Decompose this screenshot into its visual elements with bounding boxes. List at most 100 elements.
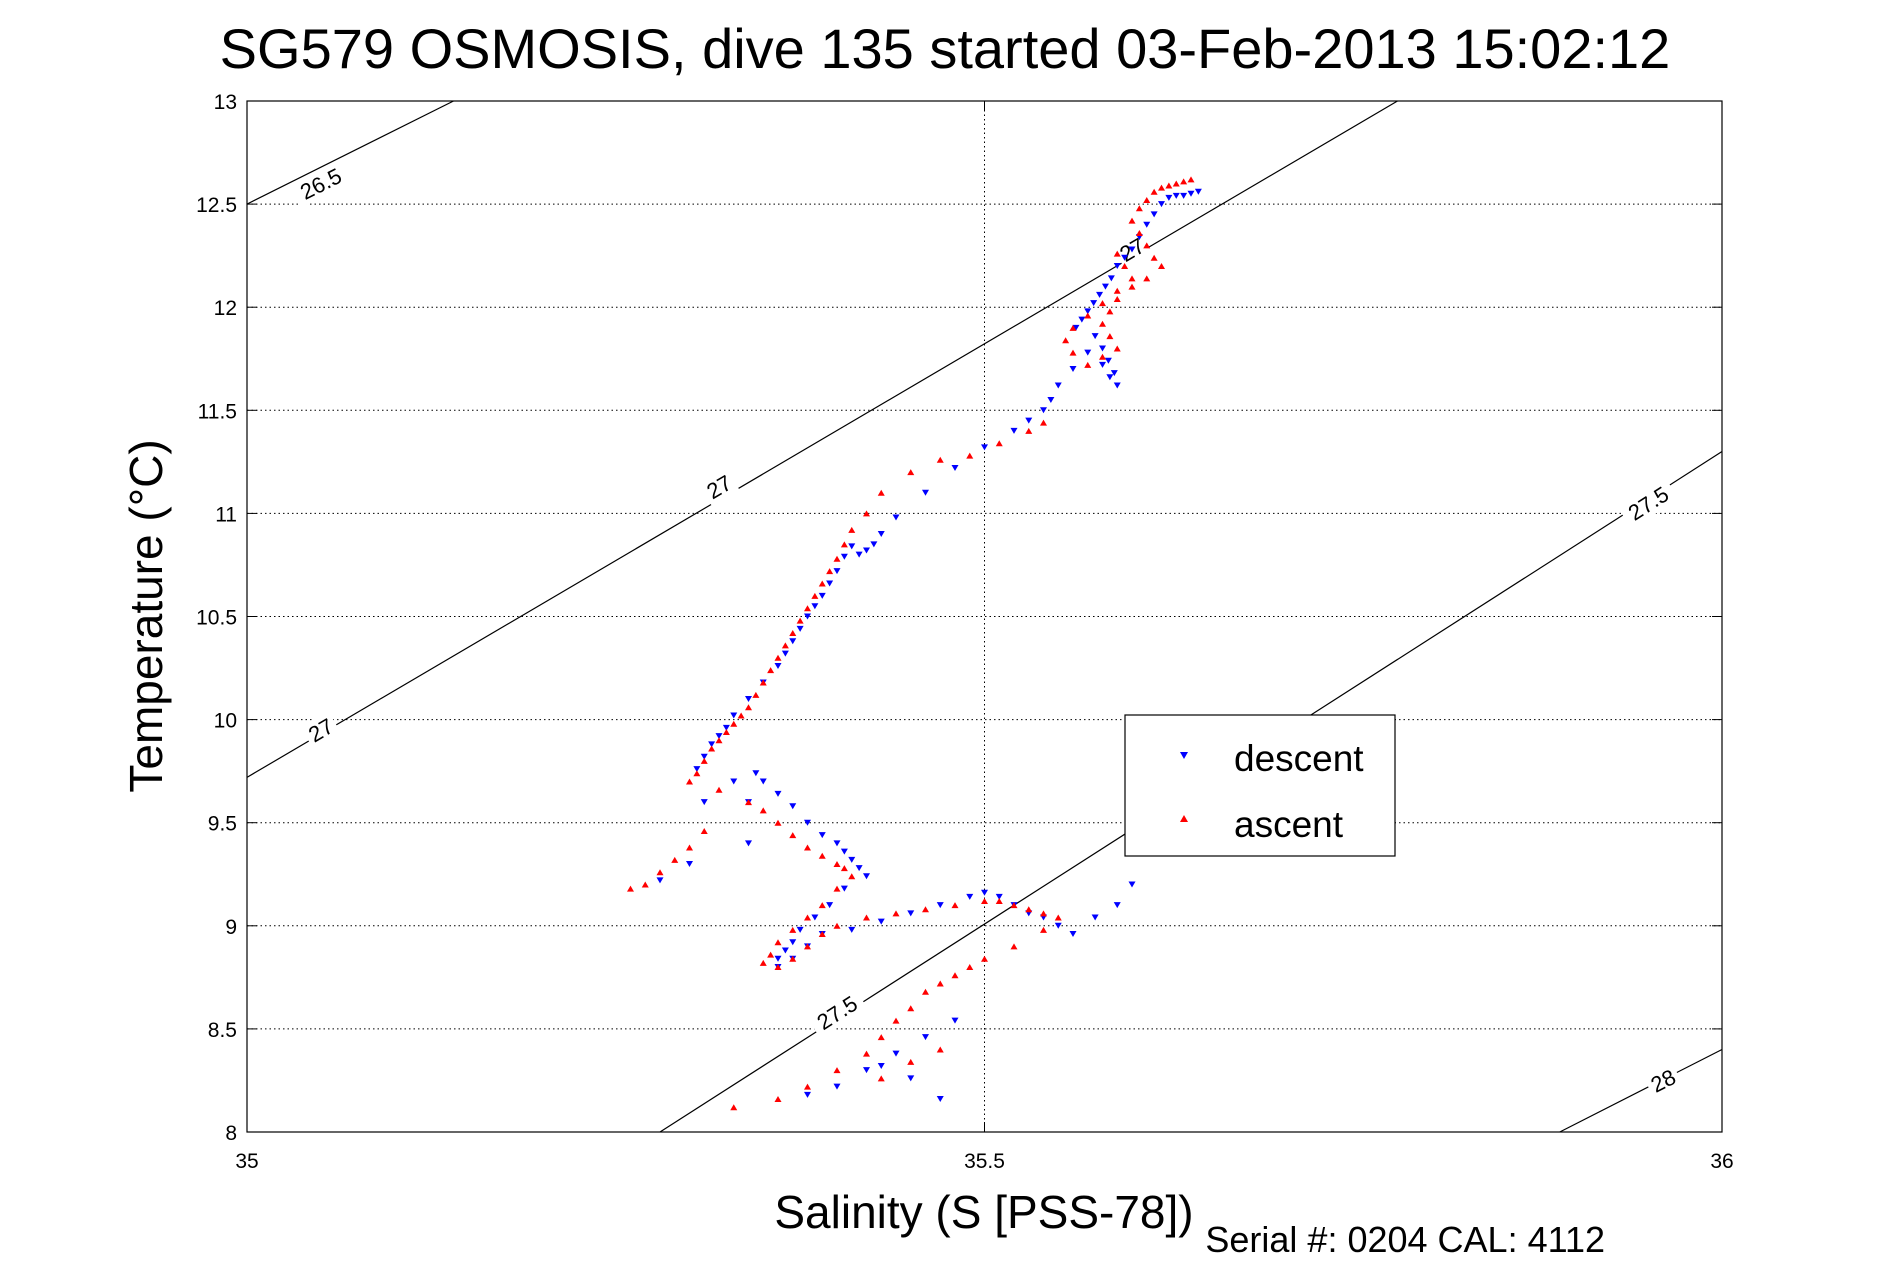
ascent-point	[759, 959, 767, 966]
descent-point	[840, 885, 848, 892]
descent-point	[870, 541, 878, 548]
ascent-point	[700, 827, 708, 834]
ascent-point	[804, 943, 811, 950]
ascent-point	[656, 869, 664, 876]
descent-point	[708, 741, 716, 748]
ascent-point	[892, 910, 900, 917]
descent-point	[981, 889, 988, 896]
ascent-point	[1040, 926, 1047, 933]
ascent-point	[774, 1096, 782, 1103]
descent-point	[1054, 382, 1062, 389]
ascent-point	[922, 906, 929, 913]
ascent-point	[759, 679, 767, 686]
legend-marker-ascent	[1180, 815, 1188, 822]
isopycnal-label: 27.5	[806, 986, 868, 1039]
descent-point	[922, 489, 929, 496]
descent-point	[1025, 417, 1033, 424]
ascent-point	[745, 799, 752, 806]
descent-point	[877, 1063, 885, 1070]
ascent-point	[1040, 910, 1047, 917]
ascent-point	[966, 964, 974, 971]
descent-point	[892, 1050, 900, 1057]
descent-point	[840, 553, 848, 560]
ascent-point	[774, 654, 782, 661]
ascent-point	[1099, 353, 1106, 360]
ascent-point	[1010, 943, 1018, 950]
grid-lines	[247, 101, 1722, 1132]
descent-point	[1047, 396, 1055, 403]
descent-point	[811, 603, 819, 610]
isopycnal-line	[246, 100, 1398, 778]
ascent-point	[1180, 178, 1188, 185]
ascent-point	[1187, 176, 1195, 183]
legend: descent ascent	[1124, 714, 1396, 857]
descent-point	[907, 910, 915, 917]
descent-point	[848, 856, 856, 863]
isopycnal-label-text: 27	[702, 470, 736, 504]
ascent-point	[686, 778, 693, 785]
descent-point	[826, 902, 834, 909]
x-axis-label: Salinity (S [PSS-78])	[774, 1186, 1193, 1238]
isopycnal-label: 28	[1642, 1061, 1684, 1100]
descent-point	[826, 580, 834, 587]
y-tick-label: 11	[215, 503, 237, 526]
y-tick-label: 12	[214, 297, 237, 320]
ascent-point	[818, 931, 826, 938]
descent-point	[781, 650, 789, 657]
ascent-point	[833, 922, 841, 929]
isopycnal-label: 27	[698, 467, 740, 506]
descent-point	[1187, 190, 1195, 197]
ascent-point	[877, 1075, 885, 1082]
descent-point	[774, 662, 782, 669]
ascent-point	[1150, 188, 1158, 195]
ascent-point	[995, 440, 1003, 447]
descent-point	[1113, 262, 1121, 269]
descent-point	[855, 551, 863, 558]
y-tick-label: 8.5	[208, 1019, 237, 1042]
descent-point	[656, 877, 664, 884]
ascent-point	[863, 914, 870, 921]
ascent-point	[730, 1104, 738, 1111]
ascent-point	[686, 844, 693, 851]
y-tick-label: 12.5	[196, 194, 237, 217]
descent-point	[1194, 188, 1202, 195]
isopycnal-label: 27.5	[1617, 477, 1679, 530]
ascent-point	[848, 526, 856, 533]
ascent-point	[1172, 180, 1180, 187]
ascent-point	[781, 642, 789, 649]
x-tick-label: 36	[1710, 1150, 1733, 1173]
descent-point	[936, 1096, 944, 1103]
descent-point	[715, 733, 723, 740]
ascent-point	[966, 452, 974, 459]
ascent-point	[1143, 242, 1151, 249]
data-points	[627, 176, 1202, 1111]
descent-point	[1072, 324, 1080, 331]
descent-point	[840, 848, 848, 855]
ascent-point	[907, 469, 915, 476]
descent-point	[981, 444, 988, 451]
ascent-point	[818, 580, 826, 587]
ascent-point	[774, 819, 782, 826]
ascent-point	[745, 704, 752, 711]
descent-point	[1180, 192, 1188, 199]
descent-point	[774, 955, 782, 962]
ascent-point	[767, 667, 775, 674]
descent-point	[1099, 345, 1106, 352]
y-tick-label: 8	[225, 1122, 237, 1145]
descent-point	[892, 514, 900, 521]
y-tick-label: 11.5	[198, 400, 237, 423]
y-tick-label: 13	[214, 91, 237, 114]
descent-point	[818, 832, 826, 839]
ascent-point	[730, 720, 738, 727]
ascent-point	[826, 568, 834, 575]
descent-point	[722, 724, 730, 731]
descent-point	[877, 918, 885, 925]
descent-point	[818, 592, 826, 599]
descent-point	[759, 778, 767, 785]
isopycnal-label-bg	[1617, 477, 1679, 530]
isopycnal-line	[1559, 1048, 1723, 1133]
ascent-point	[1113, 287, 1121, 294]
isopycnal-label-bg	[300, 710, 342, 750]
descent-point	[1090, 300, 1098, 307]
ascent-point	[1128, 283, 1136, 290]
